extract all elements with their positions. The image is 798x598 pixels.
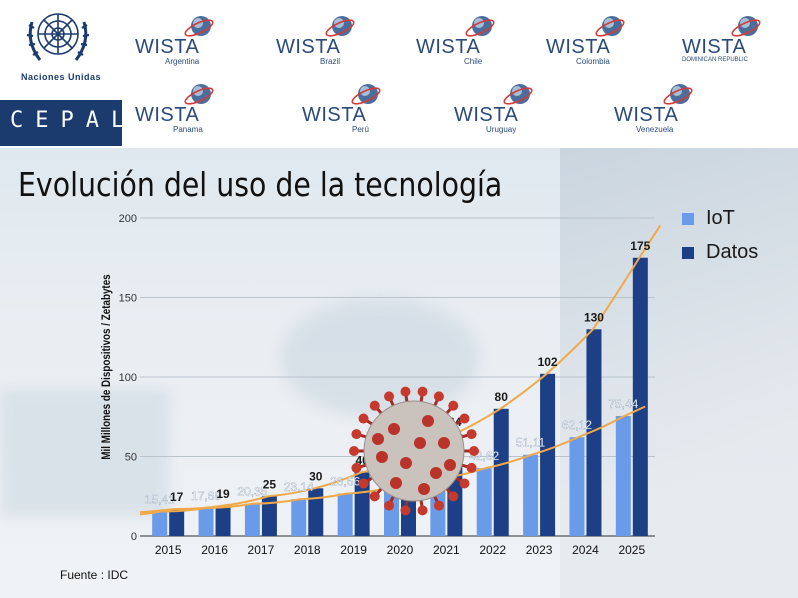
x-tick-label: 2016 xyxy=(201,543,228,557)
data-label-datos: 19 xyxy=(216,487,230,501)
wista-logo-uruguay: WISTA Uruguay xyxy=(454,78,584,138)
wista-globe-icon xyxy=(465,16,495,37)
data-label-datos: 175 xyxy=(630,239,650,253)
y-tick-label: 200 xyxy=(119,213,137,225)
bar-datos-2025 xyxy=(632,257,648,536)
wista-globe-icon xyxy=(184,16,214,37)
un-label: Naciones Unidas xyxy=(20,72,102,82)
wista-logo-argentina: WISTA Argentina xyxy=(135,10,265,70)
data-label-iot: 62,12 xyxy=(562,418,592,432)
bar-iot-2025 xyxy=(615,416,631,536)
bar-datos-2018 xyxy=(308,488,324,536)
data-label-datos: 30 xyxy=(309,469,323,483)
data-label-datos: 130 xyxy=(584,310,604,324)
data-label-iot: 75,44 xyxy=(608,397,638,411)
bar-iot-2019 xyxy=(337,493,353,536)
x-tick-label: 2020 xyxy=(387,543,414,557)
data-label-datos: 25 xyxy=(263,477,277,491)
x-tick-label: 2017 xyxy=(248,543,275,557)
x-tick-label: 2022 xyxy=(479,543,506,557)
coronavirus-icon xyxy=(349,386,479,516)
x-tick-label: 2025 xyxy=(618,543,645,557)
wista-globe-icon xyxy=(351,84,381,105)
bar-chart: 0 50 100 150 200 Mil Millones de Dispositivos… xyxy=(100,207,758,557)
bar-datos-2024 xyxy=(586,329,602,536)
bar-datos-2015 xyxy=(169,508,185,536)
wista-globe-icon xyxy=(595,16,625,37)
wista-globe-icon xyxy=(663,84,693,105)
wista-logo-chile: WISTA Chile xyxy=(416,10,546,70)
y-tick-label: 0 xyxy=(131,531,137,543)
data-label-iot: 15,41 xyxy=(145,492,175,506)
data-label-iot: 26,66 xyxy=(330,475,360,489)
data-label-iot: 20,35 xyxy=(237,485,267,499)
wista-logo-dominican-republic: WISTA DOMINICAN REPUBLIC xyxy=(682,10,798,70)
wista-logo-panama: WISTA Panama xyxy=(135,78,265,138)
y-tick-label: 150 xyxy=(119,293,137,305)
legend-label-datos: Datos xyxy=(706,241,758,263)
data-label-iot: 51,11 xyxy=(516,436,545,450)
data-label-iot: 17,68 xyxy=(191,489,221,503)
wista-globe-icon xyxy=(184,84,214,105)
wista-logo-brazil: WISTA Brazil xyxy=(276,10,406,70)
bar-iot-2017 xyxy=(244,503,260,536)
header-logos: Naciones Unidas CEPAL WISTA Argentina WI… xyxy=(0,0,798,148)
wista-globe-icon xyxy=(503,84,533,105)
source-note: Fuente : IDC xyxy=(60,568,129,582)
bar-iot-2022 xyxy=(476,468,492,536)
legend-swatch-datos xyxy=(682,247,694,259)
bar-iot-2015 xyxy=(152,511,168,536)
x-tick-label: 2019 xyxy=(340,543,367,557)
y-tick-label: 100 xyxy=(119,372,137,384)
x-tick-label: 2024 xyxy=(572,543,599,557)
x-tick-label: 2015 xyxy=(155,543,182,557)
un-emblem-icon xyxy=(26,13,90,61)
bar-iot-2018 xyxy=(291,499,307,536)
data-label-iot: 23,14 xyxy=(284,480,314,494)
legend-label-iot: IoT xyxy=(706,207,735,229)
bar-datos-2017 xyxy=(261,496,277,536)
wista-logo-peru: WISTA Perú xyxy=(302,78,432,138)
bar-datos-2016 xyxy=(215,505,231,536)
bar-datos-2022 xyxy=(493,408,509,536)
wista-logo-venezuela: WISTA Venezuela xyxy=(614,78,744,138)
bar-datos-2023 xyxy=(540,373,556,536)
x-tick-label: 2018 xyxy=(294,543,321,557)
bar-iot-2016 xyxy=(198,507,214,536)
legend-swatch-iot xyxy=(682,213,694,225)
bar-datos-2019 xyxy=(354,472,370,536)
wista-globe-icon xyxy=(325,16,355,37)
wista-globe-icon xyxy=(731,16,761,37)
x-tick-label: 2023 xyxy=(526,543,553,557)
bar-iot-2023 xyxy=(523,454,539,536)
bar-iot-2020 xyxy=(384,487,399,536)
data-label-datos: 80 xyxy=(495,390,509,404)
x-tick-label: 2021 xyxy=(433,543,460,557)
cepal-logo: CEPAL xyxy=(0,100,124,146)
bar-iot-2024 xyxy=(569,437,585,536)
data-label-datos: 17 xyxy=(170,490,184,504)
data-label-datos: 102 xyxy=(538,355,558,369)
y-axis-label: Mil Millones de Dispositivos / Zetabytes xyxy=(100,274,113,459)
wista-logo-colombia: WISTA Colombia xyxy=(546,10,676,70)
y-tick-label: 50 xyxy=(125,452,137,464)
chart-title: Evolución del uso de la tecnología xyxy=(18,165,503,204)
